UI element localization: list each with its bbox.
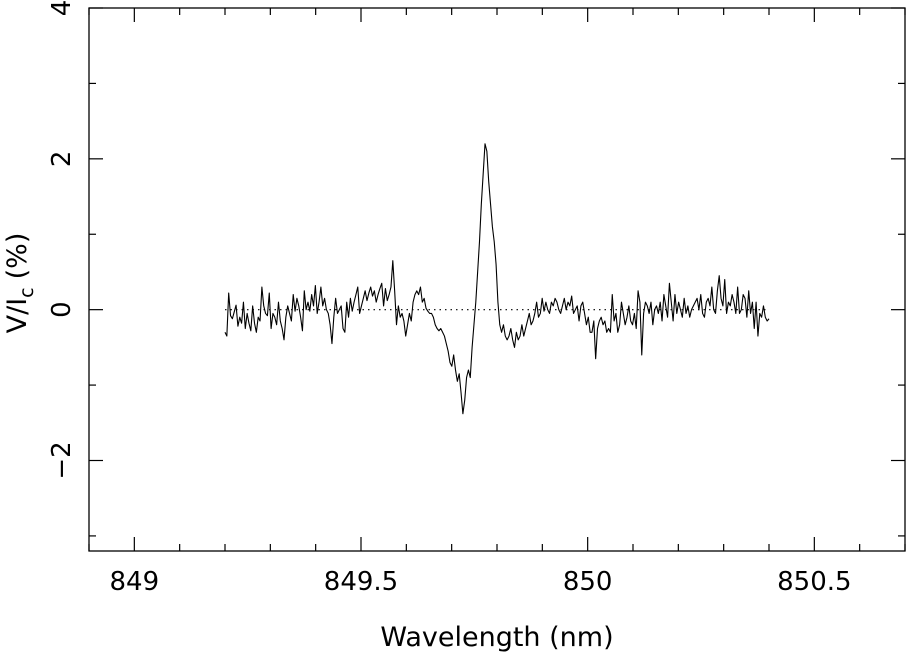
- y-tick-label: 4: [47, 0, 77, 16]
- y-axis-title-suffix: (%): [2, 233, 33, 280]
- x-tick-label: 850: [563, 567, 613, 597]
- y-axis-title-subscript: c: [16, 287, 38, 297]
- y-axis-title-main: V/I: [2, 298, 33, 334]
- x-tick-label: 849.5: [324, 567, 398, 597]
- x-axis-title: Wavelength (nm): [380, 622, 613, 653]
- y-axis-title: V/Ic (%): [2, 233, 38, 334]
- y-tick-label: 2: [47, 151, 77, 168]
- x-tick-label: 850.5: [777, 567, 851, 597]
- x-tick-label: 849: [110, 567, 160, 597]
- series-line: [224, 143, 770, 415]
- y-tick-label: 0: [47, 301, 77, 318]
- tick-labels: 849 849.5 850 850.5 −2 0 2 4: [47, 0, 852, 597]
- y-tick-label: −2: [47, 441, 77, 479]
- axis-ticks: [88, 7, 906, 551]
